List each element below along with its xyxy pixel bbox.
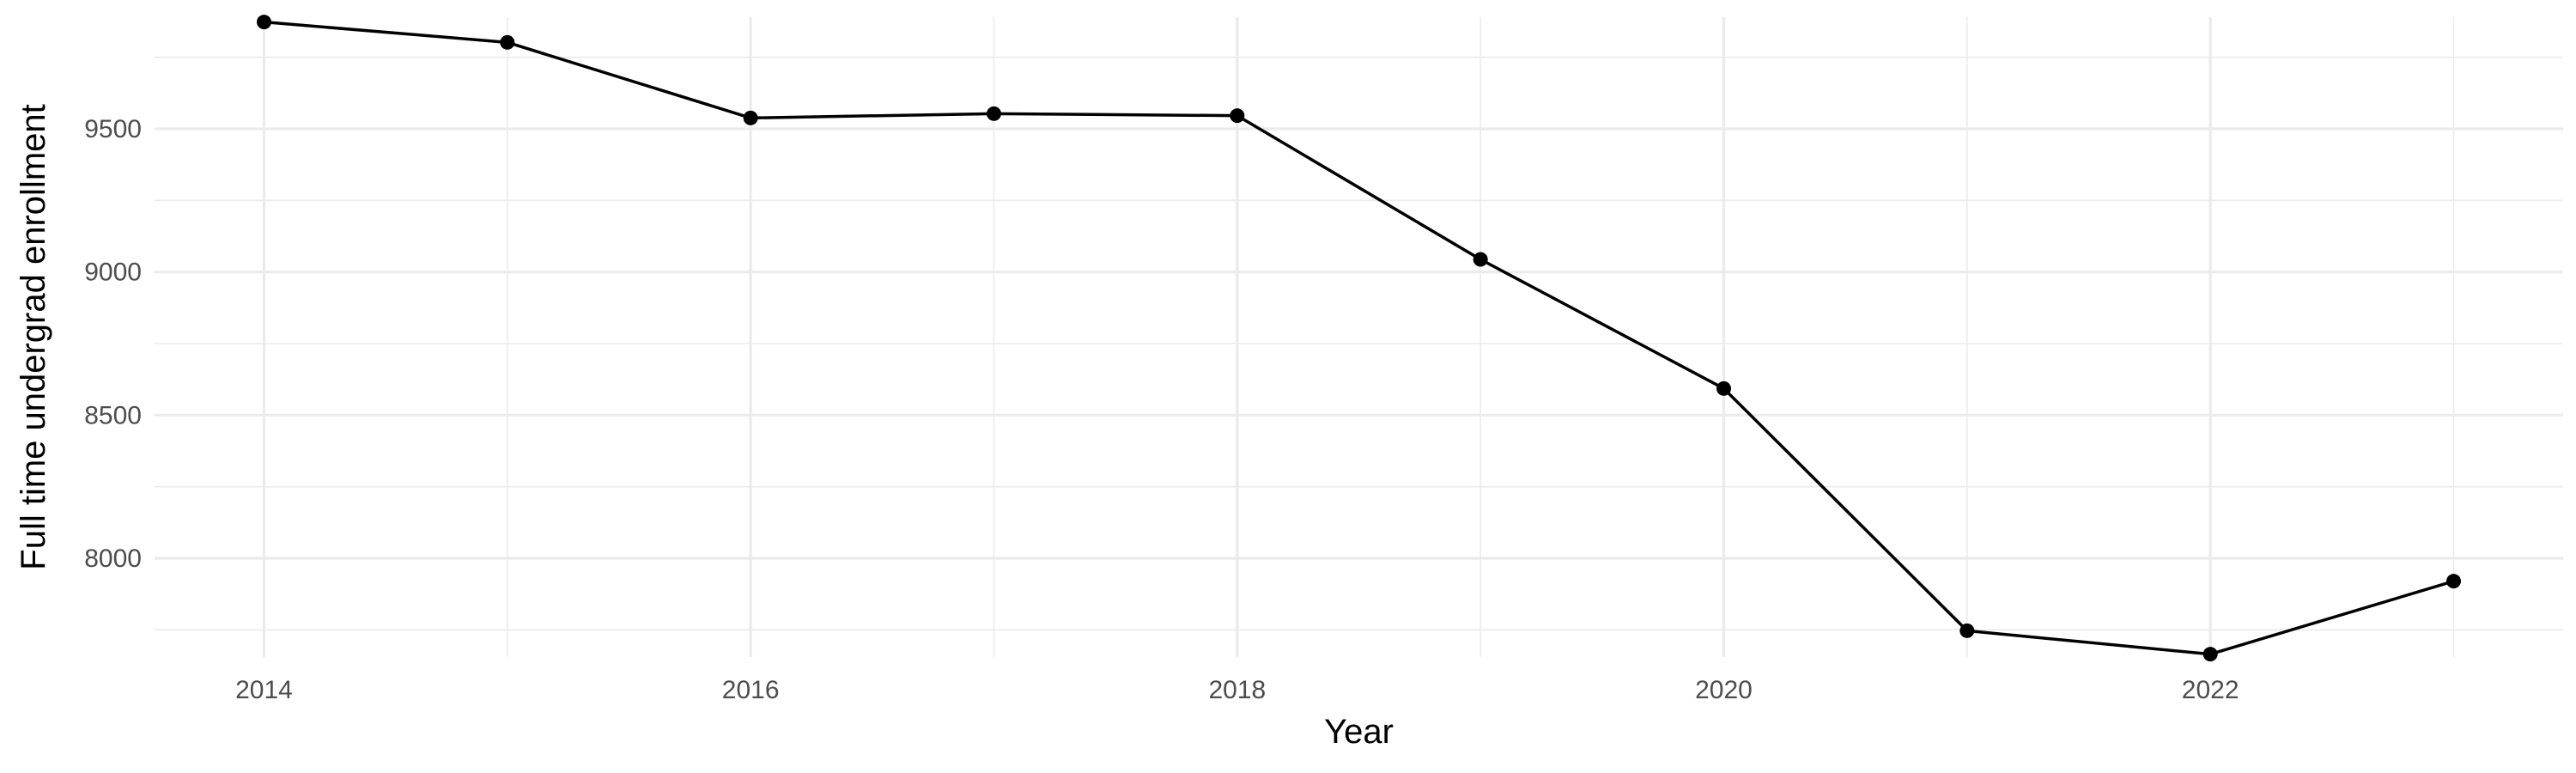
data-point [1959, 623, 1975, 638]
y-tick-label: 8500 [84, 401, 142, 429]
data-point [987, 106, 1001, 121]
series-line [264, 20, 2455, 656]
series-layer [257, 15, 2461, 662]
tick-labels: 2014 2016 2018 2020 2022 8000 8500 9000 9500 [84, 115, 2239, 704]
data-point [743, 110, 758, 125]
y-tick-label: 9500 [84, 115, 142, 143]
x-tick-label: 2016 [722, 676, 780, 704]
data-point [2202, 647, 2218, 662]
x-tick-label: 2018 [1208, 676, 1266, 704]
x-axis-title: Year [1324, 713, 1394, 751]
x-tick-label: 2014 [235, 676, 293, 704]
y-axis-title: Full time undergrad enrollment [15, 104, 52, 569]
data-point [1716, 380, 1731, 396]
data-point [500, 34, 515, 50]
x-tick-label: 2022 [2182, 676, 2239, 704]
x-tick-label: 2020 [1695, 676, 1753, 704]
data-point [257, 15, 271, 30]
y-tick-label: 9000 [84, 259, 142, 287]
data-point [1473, 252, 1488, 267]
data-point [1230, 108, 1245, 124]
data-point [2446, 574, 2461, 589]
y-tick-label: 8000 [84, 545, 142, 573]
grid-lines [155, 17, 2563, 657]
